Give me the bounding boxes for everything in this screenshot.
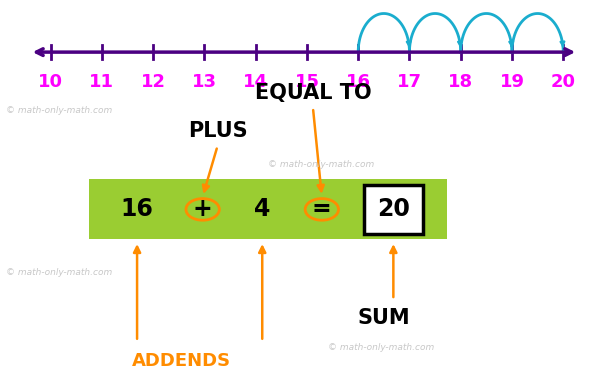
FancyBboxPatch shape (89, 179, 447, 239)
Text: ADDENDS: ADDENDS (132, 352, 231, 370)
Text: 16: 16 (346, 73, 371, 91)
Text: © math-only-math.com: © math-only-math.com (268, 159, 374, 169)
Text: EQUAL TO: EQUAL TO (254, 83, 371, 103)
Text: 12: 12 (141, 73, 166, 91)
Text: 19: 19 (499, 73, 524, 91)
Text: 20: 20 (551, 73, 576, 91)
Text: 16: 16 (120, 197, 154, 222)
FancyBboxPatch shape (364, 185, 423, 234)
Text: +: + (193, 197, 213, 222)
Text: © math-only-math.com: © math-only-math.com (328, 343, 434, 352)
Text: 13: 13 (192, 73, 217, 91)
Text: 4: 4 (254, 197, 271, 222)
Text: =: = (312, 197, 332, 222)
Text: 15: 15 (294, 73, 319, 91)
Text: 18: 18 (448, 73, 473, 91)
Text: 20: 20 (377, 197, 410, 222)
Text: © math-only-math.com: © math-only-math.com (6, 267, 112, 277)
Text: 17: 17 (397, 73, 422, 91)
Text: 11: 11 (89, 73, 114, 91)
Text: 10: 10 (38, 73, 63, 91)
Text: SUM: SUM (358, 308, 410, 328)
Text: 14: 14 (243, 73, 268, 91)
Text: PLUS: PLUS (188, 121, 247, 141)
Text: © math-only-math.com: © math-only-math.com (6, 105, 112, 115)
